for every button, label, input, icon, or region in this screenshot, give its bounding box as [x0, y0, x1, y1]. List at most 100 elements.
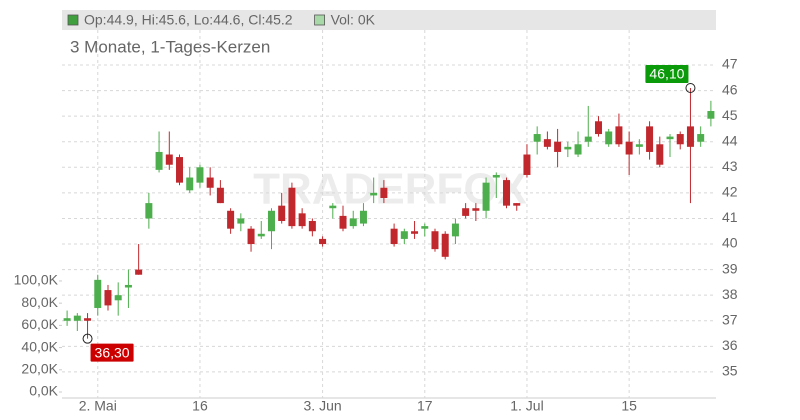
y-tick-label: 43 [722, 158, 738, 174]
extreme-marker [685, 83, 696, 94]
y-tick-label: 41 [722, 209, 738, 225]
x-tick-label: 1. Jul [510, 398, 543, 414]
candle-body [124, 284, 132, 288]
candle-body [288, 187, 296, 227]
candle-body [462, 208, 470, 216]
y2-tick-label: 40,0K [21, 338, 58, 354]
y-tick-label: 35 [722, 363, 738, 379]
y-tick-label: 39 [722, 260, 738, 276]
candle-body [411, 231, 419, 234]
y2-tick-label: 20,0K [21, 360, 58, 376]
candle-body [666, 136, 674, 140]
y2-tick-label: 80,0K [21, 294, 58, 310]
candle-body [482, 182, 490, 211]
x-tick-label: 2. Mai [79, 398, 117, 414]
y-tick-label: 40 [722, 235, 738, 251]
legend-label: Vol: 0K [331, 12, 376, 28]
candle-body [523, 154, 531, 175]
y-tick-label: 37 [722, 311, 738, 327]
candle-body [216, 187, 224, 204]
candle-body [247, 228, 255, 245]
candle-body [543, 139, 551, 147]
candle-body [380, 187, 388, 198]
candle-body [400, 231, 408, 239]
candle-body [513, 203, 521, 206]
candle-body [63, 318, 71, 321]
annotation-box [645, 65, 689, 84]
candle-body [186, 177, 194, 191]
candle-body [584, 136, 592, 142]
candle-body [196, 167, 204, 183]
y-tick-label: 44 [722, 132, 738, 148]
legend-swatch [67, 14, 79, 26]
candle-body [421, 226, 429, 229]
candle-body [237, 218, 245, 224]
y-tick-label: 47 [722, 56, 738, 72]
candle-body [165, 154, 173, 165]
candle-body [533, 134, 541, 142]
candle-body [370, 192, 378, 196]
candle-body [564, 146, 572, 150]
x-tick-label: 17 [417, 398, 433, 414]
candle-body [135, 269, 143, 275]
y2-tick-label: 100,0K [14, 272, 59, 288]
legend-label: Op:44.9, Hi:45.6, Lo:44.6, Cl:45.2 [84, 12, 293, 28]
candle-body [176, 157, 184, 183]
candle-body [267, 210, 275, 232]
candle-body [349, 218, 357, 227]
candle-body [84, 318, 92, 321]
y-tick-label: 45 [722, 107, 738, 123]
y2-tick-label: 0,0K [29, 383, 58, 399]
candle-body [554, 141, 562, 152]
candle-body [94, 279, 102, 308]
annotation-label: 36,30 [95, 344, 130, 360]
candle-body [390, 228, 398, 245]
candle-body [646, 126, 654, 152]
candle-body [114, 295, 122, 301]
candle-body [656, 144, 664, 165]
candle-body [104, 290, 112, 306]
x-tick-label: 15 [621, 398, 637, 414]
candle-body [625, 141, 633, 155]
candle-body [278, 205, 286, 222]
candle-body [574, 144, 582, 155]
candle-body [451, 223, 459, 237]
annotation-label: 46,10 [649, 66, 684, 82]
watermark: TRADERFOX [253, 165, 527, 214]
extreme-marker [82, 333, 93, 344]
candle-body [503, 180, 511, 206]
candle-body [329, 205, 337, 209]
y-tick-label: 46 [722, 81, 738, 97]
candle-body [676, 134, 684, 145]
y-tick-label: 36 [722, 337, 738, 353]
y2-tick-label: 60,0K [21, 316, 58, 332]
candle-body [298, 213, 306, 227]
y-tick-label: 38 [722, 286, 738, 302]
candle-body [594, 121, 602, 135]
candle-body [472, 208, 480, 211]
candle-body [227, 210, 235, 229]
candle-body [635, 144, 643, 147]
header-bar [62, 10, 716, 30]
candle-body [308, 221, 316, 232]
subtitle: 3 Monate, 1-Tages-Kerzen [70, 37, 270, 56]
candle-body [605, 131, 613, 145]
candle-body [145, 203, 153, 219]
y-tick-label: 42 [722, 184, 738, 200]
candle-body [339, 215, 347, 229]
legend-swatch [314, 14, 325, 26]
candle-body [492, 174, 500, 178]
x-tick-label: 3. Jun [304, 398, 342, 414]
candle-body [155, 151, 163, 170]
x-tick-label: 16 [192, 398, 208, 414]
candle-body [441, 233, 449, 257]
candle-body [615, 126, 623, 145]
candle-body [319, 238, 327, 245]
candle-body [707, 111, 715, 119]
candle-body [431, 231, 439, 250]
candle-body [697, 134, 705, 142]
candle-body [257, 233, 265, 237]
candle-body [206, 177, 214, 188]
candle-body [359, 210, 367, 224]
